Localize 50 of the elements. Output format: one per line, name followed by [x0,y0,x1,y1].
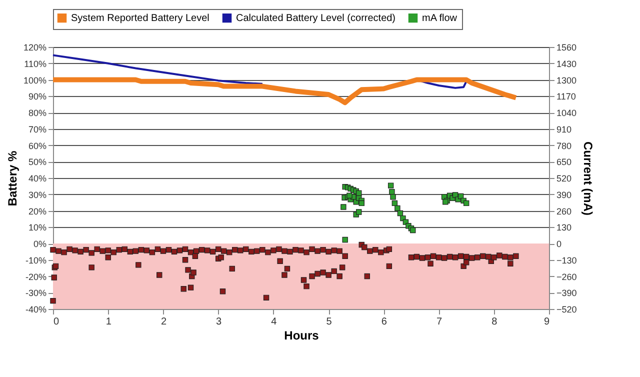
x-tick-label: 8 [492,316,498,328]
y2-tick-label: 910 [556,124,572,134]
y2-tick-label: 1170 [556,92,576,102]
legend-label: Calculated Battery Level (corrected) [236,13,396,24]
y-tick-label: -20% [25,272,46,282]
x-tick-label: 0 [54,316,60,328]
y2-tick-label: 1040 [556,108,577,118]
y-tick-label: 30% [28,190,46,200]
y-tick-label: 90% [28,92,46,102]
legend-label: mA flow [422,13,458,24]
y-tick-label: 120% [23,42,46,52]
y-tick-label: -30% [25,288,46,298]
y-tick-label: 60% [28,140,46,151]
y2-tick-label: −520 [556,304,577,314]
legend-label: System Reported Battery Level [71,13,210,24]
y2-tick-label: −260 [556,272,577,282]
y2-tick-label: 780 [556,140,572,151]
y2-tick-label: 520 [556,174,572,184]
y2-tick-label: 1300 [556,75,577,86]
x-tick-label: 4 [271,316,278,328]
y-tick-label: -10% [25,255,46,266]
x-tick-label: 1 [106,316,112,328]
x-tick-label: 2 [160,316,167,328]
y2-tick-label: 0 [556,239,562,249]
y2-tick-label: 260 [556,206,572,216]
x-tick-label: 9 [544,316,550,328]
y-tick-label: 80% [28,108,46,118]
y-tick-label: 100% [23,75,46,86]
y2-tick-label: 650 [556,157,572,168]
x-axis-title: Hours [284,328,320,342]
y-tick-label: 50% [28,157,46,168]
y-tick-label: 0% [33,239,46,249]
y2-tick-label: 1560 [556,42,577,52]
y2-tick-label: 390 [556,190,572,200]
y2-tick-label: 130 [556,222,572,233]
y-tick-label: -40% [25,304,46,314]
y2-tick-label: −390 [556,288,577,298]
y-tick-label: 10% [28,222,46,233]
y2-tick-label: −130 [556,255,577,266]
y2-tick-label: 1430 [556,58,577,69]
y-tick-label: 40% [28,174,46,184]
x-tick-label: 6 [381,316,388,328]
y-tick-label: 70% [28,124,46,134]
x-tick-label: 3 [216,316,222,328]
y-axis-title: Battery % [5,150,20,206]
x-tick-label: 5 [326,316,332,328]
y2-axis-title: Current (mA) [580,142,595,216]
y-tick-label: 110% [24,58,46,69]
y-tick-label: 20% [28,206,46,216]
x-tick-label: 7 [436,316,442,328]
